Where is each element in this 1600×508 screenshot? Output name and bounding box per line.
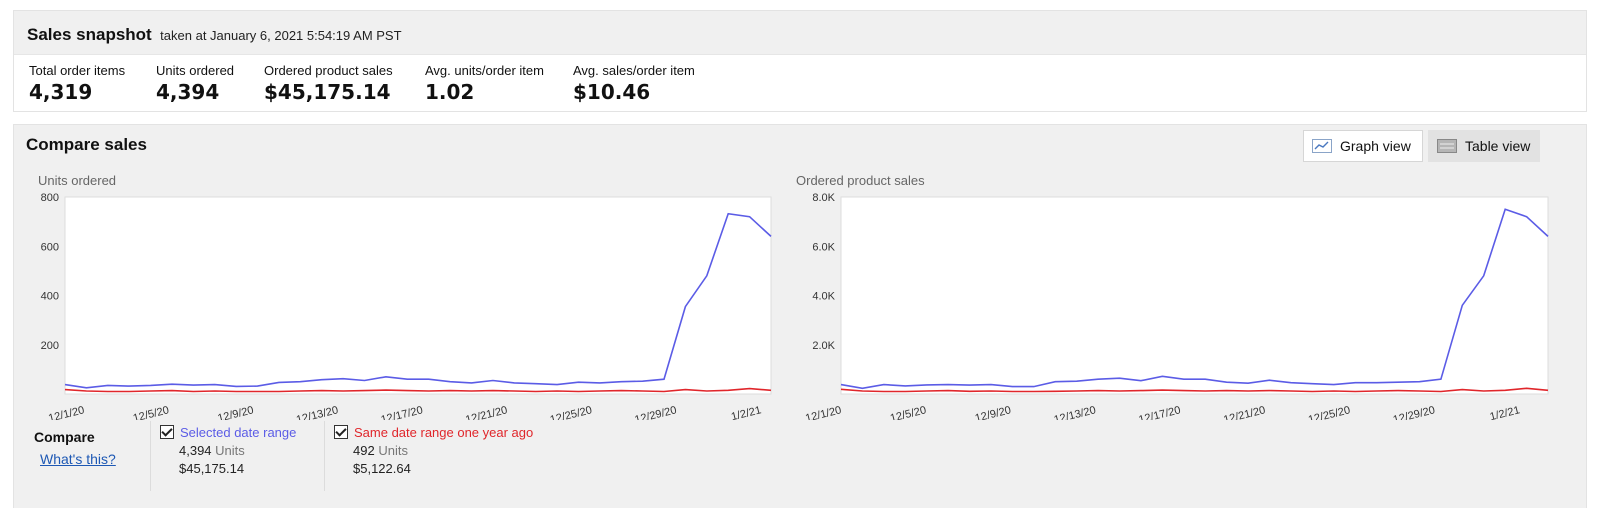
metric-avg-units-per-order-item: Avg. units/order item 1.02 (425, 63, 544, 104)
x-tick-label: 12/21/20 (1222, 404, 1266, 420)
previous-year-checkbox[interactable] (334, 425, 348, 439)
metric-label: Units ordered (156, 63, 235, 78)
snapshot-timestamp: taken at January 6, 2021 5:54:19 AM PST (160, 28, 402, 43)
x-tick-label: 12/21/20 (464, 404, 508, 420)
line-chart-icon (1312, 139, 1332, 153)
graph-view-label: Graph view (1340, 138, 1411, 154)
series-line-0 (840, 208, 1549, 390)
metric-units-ordered: Units ordered 4,394 (156, 63, 234, 104)
metric-value: $45,175.14 (264, 80, 391, 104)
table-view-label: Table view (1465, 138, 1531, 154)
x-tick-label: 1/2/21 (730, 404, 763, 420)
series-line-1 (64, 387, 772, 393)
metric-label: Avg. units/order item (425, 63, 544, 78)
snapshot-header: Sales snapshot taken at January 6, 2021 … (14, 11, 1586, 55)
selected-sales-value: $45,175.14 (179, 461, 245, 476)
units-ordered-chart: Units ordered 200 400 600 800 12/1/20 12/5/20… (14, 170, 784, 420)
series-line-0 (64, 212, 772, 389)
table-icon (1437, 139, 1457, 153)
y-tick-label: 8.0K (812, 192, 835, 204)
snapshot-metrics: Total order items 4,319 Units ordered 4,… (14, 55, 1586, 111)
metric-value: 1.02 (425, 80, 475, 104)
x-tick-label: 12/25/20 (549, 404, 593, 420)
metric-label: Avg. sales/order item (573, 63, 695, 78)
x-tick-label: 12/29/20 (1392, 404, 1436, 420)
compare-sales-panel: Compare sales Graph view Table view Unit… (13, 124, 1587, 508)
chart-title: Units ordered (38, 173, 117, 188)
legend-divider (324, 421, 325, 491)
previous-year-label: Same date range one year ago (354, 425, 534, 440)
x-tick-label: 12/5/20 (132, 404, 171, 420)
previous-sales-value: $5,122.64 (353, 461, 411, 476)
x-tick-label: 12/17/20 (380, 404, 424, 420)
x-tick-label: 12/13/20 (1053, 404, 1097, 420)
y-tick-label: 600 (41, 241, 59, 253)
metric-value: 4,394 (156, 80, 220, 104)
metric-avg-sales-per-order-item: Avg. sales/order item $10.46 (573, 63, 695, 104)
compare-legend: Compare What's this? Selected date range… (14, 421, 714, 491)
legend-divider (150, 421, 151, 491)
legend-selected-date-range: Selected date range 4,394 Units $45,175.… (160, 425, 296, 476)
previous-units-value: 492 (353, 443, 375, 458)
chart-title: Ordered product sales (796, 173, 925, 188)
metric-total-order-items: Total order items 4,319 (29, 63, 125, 104)
plot-area (64, 196, 772, 395)
x-tick-label: 1/2/21 (1489, 404, 1522, 420)
selected-date-range-checkbox[interactable] (160, 425, 174, 439)
ordered-product-sales-plot: 2.0K 4.0K 6.0K 8.0K 12/1/20 12/5/20 12/9/20 12/… (804, 192, 1549, 420)
selected-date-range-label: Selected date range (180, 425, 297, 440)
metric-value: $10.46 (573, 80, 651, 104)
x-tick-label: 12/17/20 (1137, 404, 1181, 420)
legend-previous-year: Same date range one year ago 492 Units $… (334, 425, 533, 476)
table-view-button[interactable]: Table view (1428, 130, 1540, 162)
x-tick-label: 12/5/20 (889, 404, 928, 420)
x-tick-label: 12/29/20 (633, 404, 677, 420)
compare-sales-title: Compare sales (26, 135, 147, 154)
metric-label: Total order items (29, 63, 126, 78)
graph-view-button[interactable]: Graph view (1303, 130, 1423, 162)
metric-label: Ordered product sales (264, 63, 393, 78)
y-tick-label: 200 (41, 340, 59, 352)
snapshot-title: Sales snapshot (27, 25, 152, 44)
y-tick-label: 2.0K (812, 340, 835, 352)
ordered-product-sales-chart: Ordered product sales 2.0K 4.0K 6.0K 8.0K 12… (784, 170, 1569, 420)
y-tick-label: 400 (41, 291, 59, 303)
metric-value: 4,319 (29, 80, 93, 104)
units-ordered-plot: 200 400 600 800 12/1/20 12/5/20 12/9/20 12/13/2… (41, 192, 772, 420)
selected-units-word: Units (215, 443, 245, 458)
x-tick-label: 12/25/20 (1307, 404, 1351, 420)
selected-units-value: 4,394 (179, 443, 212, 458)
x-tick-label: 12/9/20 (216, 404, 255, 420)
y-tick-label: 6.0K (812, 241, 835, 253)
metric-ordered-product-sales: Ordered product sales $45,175.14 (264, 63, 393, 104)
y-tick-label: 800 (41, 192, 59, 204)
x-tick-label: 12/9/20 (974, 404, 1013, 420)
previous-units-word: Units (378, 443, 408, 458)
sales-snapshot-panel: Sales snapshot taken at January 6, 2021 … (13, 10, 1587, 112)
x-tick-label: 12/1/20 (47, 404, 86, 420)
x-tick-label: 12/13/20 (295, 404, 339, 420)
y-tick-label: 4.0K (812, 291, 835, 303)
compare-label: Compare (34, 429, 95, 445)
plot-area (840, 196, 1549, 395)
series-line-1 (840, 387, 1549, 393)
whats-this-link[interactable]: What's this? (40, 451, 116, 467)
x-tick-label: 12/1/20 (804, 404, 843, 420)
